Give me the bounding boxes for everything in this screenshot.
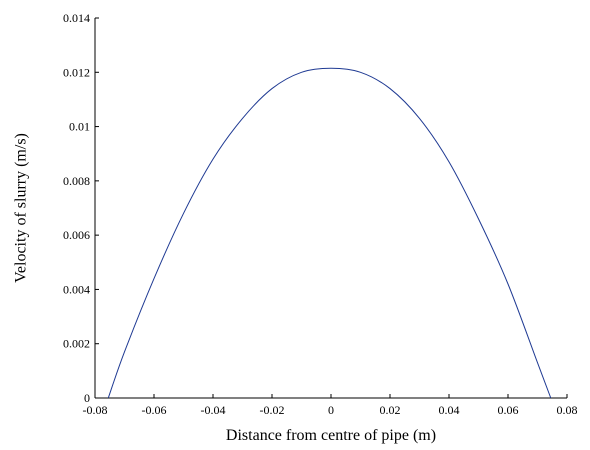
y-tick-label: 0.008 (63, 174, 90, 188)
y-tick-label: 0.006 (63, 228, 90, 242)
x-tick-label: 0 (328, 403, 334, 417)
y-tick-label: 0.01 (69, 120, 90, 134)
y-tick-label: 0.004 (63, 282, 90, 296)
x-tick-label: 0.02 (380, 403, 401, 417)
velocity-series-line (107, 67, 552, 399)
x-tick-label: -0.06 (142, 403, 167, 417)
y-tick-label: 0 (84, 391, 90, 405)
y-axis-title: Velocity of slurry (m/s) (13, 133, 30, 283)
y-tick-label: 0.012 (63, 65, 90, 79)
x-tick-label: -0.08 (83, 403, 108, 417)
y-tick-label: 0.002 (63, 337, 90, 351)
x-axis-title: Distance from centre of pipe (m) (226, 427, 436, 444)
x-tick-label: 0.08 (557, 403, 578, 417)
x-tick-label: 0.06 (498, 403, 519, 417)
y-ticks: 0 0.002 0.004 0.006 0.008 0.01 0.012 0.014 (63, 11, 99, 405)
x-tick-label: -0.04 (201, 403, 226, 417)
x-tick-label: 0.04 (439, 403, 460, 417)
series-group (107, 67, 552, 399)
x-tick-label: -0.02 (260, 403, 285, 417)
x-ticks: -0.08 -0.06 -0.04 -0.02 0 0.02 0.04 0.06 0.08 (83, 394, 578, 417)
y-tick-label: 0.014 (63, 11, 90, 25)
axes (94, 18, 567, 399)
